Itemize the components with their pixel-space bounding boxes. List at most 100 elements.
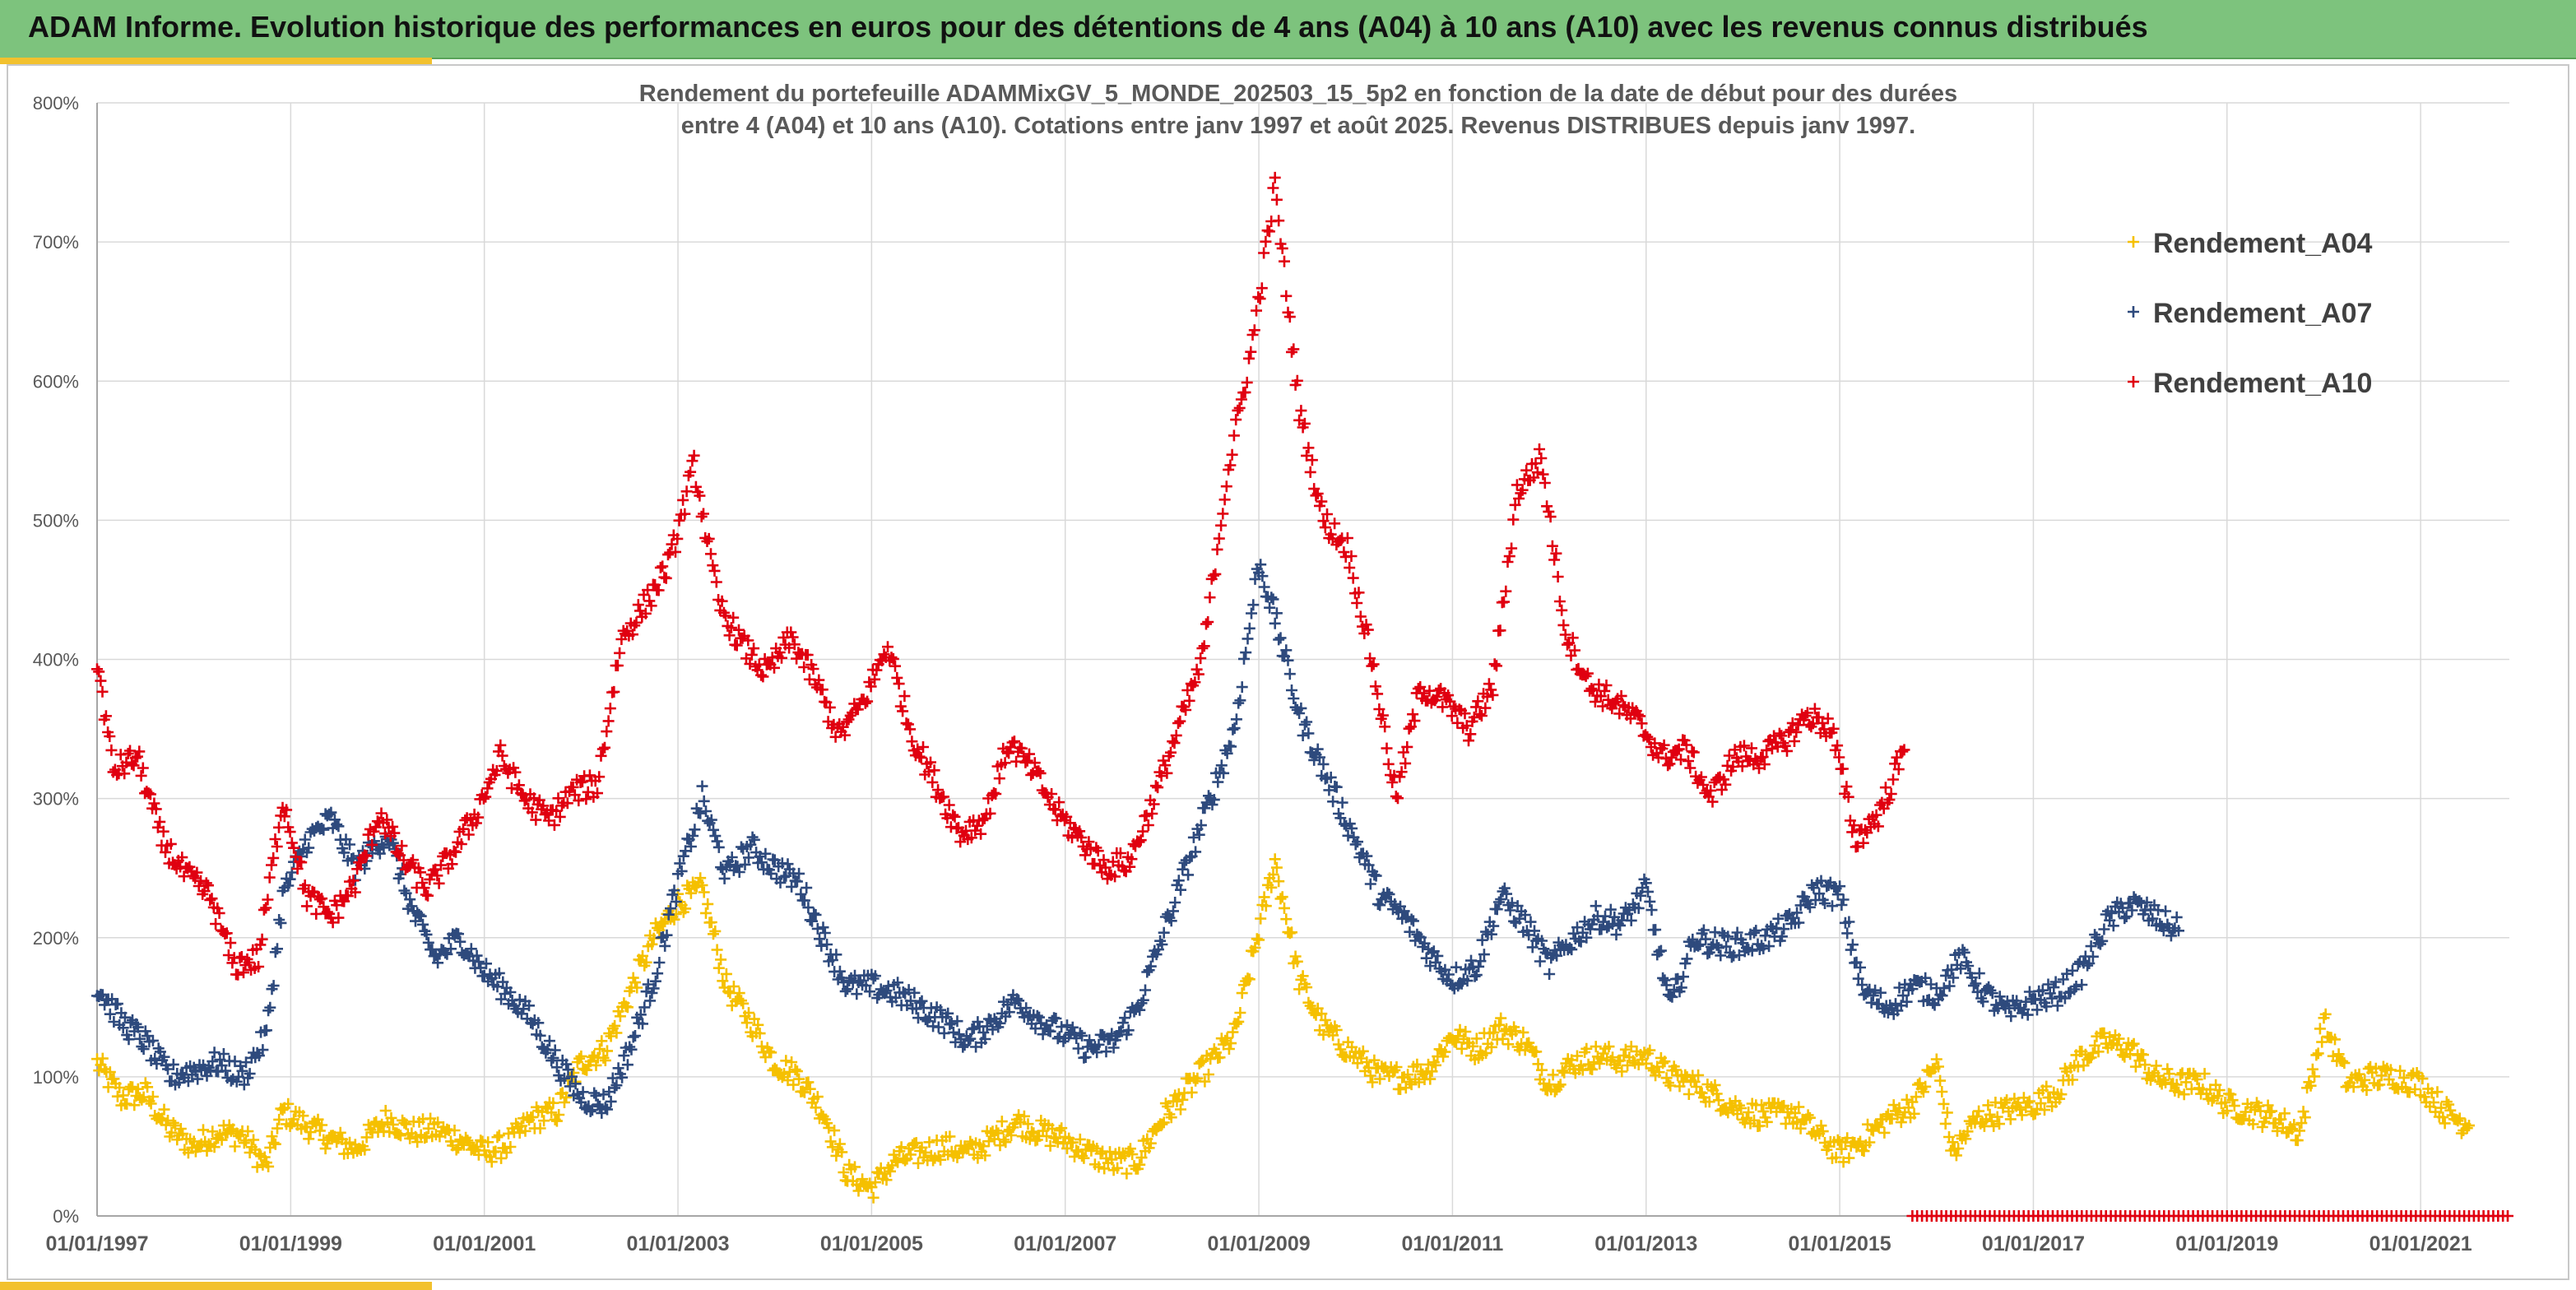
point-a04 — [1357, 1045, 1369, 1057]
point-a07 — [2120, 911, 2133, 922]
point-a07 — [1258, 581, 1270, 593]
point-a07 — [303, 842, 315, 854]
point-a04 — [482, 1136, 494, 1148]
point-a10 — [1230, 414, 1242, 426]
point-a04 — [2225, 1088, 2237, 1101]
point-a07 — [839, 985, 852, 997]
point-a07 — [627, 1031, 639, 1043]
point-a07 — [1968, 980, 1980, 992]
point-a10 — [925, 756, 936, 768]
point-a07 — [284, 873, 296, 885]
point-a04 — [1402, 1069, 1414, 1081]
y-tick-label: 300% — [33, 789, 79, 810]
point-a04 — [1556, 1065, 1568, 1077]
point-a10 — [593, 771, 606, 783]
point-a04 — [102, 1081, 114, 1093]
point-a10 — [1723, 749, 1735, 762]
point-a07 — [1834, 880, 1846, 893]
point-a10 — [965, 832, 977, 844]
point-a04 — [1939, 1117, 1952, 1130]
point-a07 — [323, 808, 336, 820]
point-a04 — [755, 1040, 768, 1052]
point-a04 — [167, 1116, 179, 1129]
series-a07 — [91, 559, 2184, 1119]
point-a10 — [785, 626, 797, 638]
point-a04 — [1234, 1007, 1246, 1019]
point-a07 — [1076, 1029, 1088, 1042]
point-a07 — [1295, 702, 1307, 714]
x-tick-label: 01/01/2003 — [626, 1232, 729, 1255]
point-a10 — [1706, 796, 1719, 808]
point-a04 — [1289, 950, 1302, 963]
point-a07 — [1230, 713, 1242, 726]
point-a10 — [1580, 670, 1592, 682]
point-a04 — [471, 1140, 483, 1153]
point-a04 — [1843, 1152, 1855, 1164]
point-a04 — [1203, 1069, 1214, 1080]
point-a04 — [1319, 1014, 1331, 1026]
point-a10 — [773, 647, 786, 658]
point-a10 — [671, 532, 684, 545]
point-a10 — [1079, 849, 1091, 861]
point-a10 — [416, 877, 429, 889]
point-a10 — [1613, 708, 1626, 720]
point-a07 — [1958, 946, 1970, 958]
point-a07 — [1874, 986, 1887, 999]
point-a10 — [694, 490, 706, 502]
point-a10 — [415, 866, 426, 879]
point-a04 — [2092, 1046, 2105, 1058]
point-a04 — [2439, 1117, 2451, 1130]
point-a04 — [2266, 1105, 2278, 1117]
point-a10 — [1474, 708, 1486, 720]
point-a10 — [137, 762, 149, 774]
point-a04 — [1395, 1084, 1406, 1095]
point-a07 — [1301, 716, 1313, 728]
point-a07 — [605, 1095, 617, 1107]
point-a07 — [1703, 946, 1715, 958]
point-a07 — [1697, 924, 1710, 936]
point-a07 — [149, 1052, 161, 1065]
point-a10 — [1321, 508, 1333, 520]
point-a10 — [375, 807, 388, 819]
point-a04 — [1041, 1130, 1053, 1142]
point-a10 — [1003, 747, 1015, 759]
point-a07 — [1442, 968, 1455, 981]
point-a04 — [992, 1127, 1005, 1139]
point-a07 — [624, 1041, 636, 1053]
point-a04 — [208, 1141, 220, 1153]
point-a04 — [1364, 1070, 1376, 1082]
point-a07 — [1234, 694, 1246, 707]
point-a04 — [1390, 1061, 1403, 1073]
point-a07 — [2098, 923, 2110, 935]
point-a04 — [1014, 1116, 1027, 1128]
point-a07 — [1302, 727, 1315, 740]
point-a07 — [536, 1041, 548, 1053]
point-a04 — [754, 1028, 766, 1040]
point-a10 — [1757, 751, 1769, 763]
point-a07 — [2160, 905, 2172, 917]
point-a07 — [2076, 979, 2088, 991]
point-a10 — [949, 810, 961, 823]
point-a10 — [595, 749, 607, 762]
point-a10 — [1896, 745, 1909, 758]
point-a07 — [1819, 898, 1831, 909]
point-a07 — [811, 922, 824, 935]
point-a04 — [1590, 1041, 1602, 1053]
point-a04 — [621, 1001, 634, 1014]
point-a10 — [518, 795, 531, 807]
point-a04 — [1420, 1067, 1432, 1079]
point-a10 — [937, 791, 949, 803]
point-a10 — [204, 893, 216, 906]
point-a04 — [1933, 1060, 1944, 1073]
point-a04 — [1748, 1114, 1760, 1126]
point-a10 — [885, 652, 898, 664]
point-a10 — [807, 663, 819, 675]
x-tick-label: 01/01/2013 — [1594, 1232, 1697, 1255]
point-a07 — [1274, 632, 1287, 644]
point-a10 — [480, 791, 492, 803]
point-a07 — [1450, 961, 1462, 973]
point-a07 — [1470, 969, 1483, 981]
point-a10 — [1369, 680, 1381, 693]
point-a04 — [1269, 853, 1281, 865]
point-a10 — [126, 758, 138, 770]
